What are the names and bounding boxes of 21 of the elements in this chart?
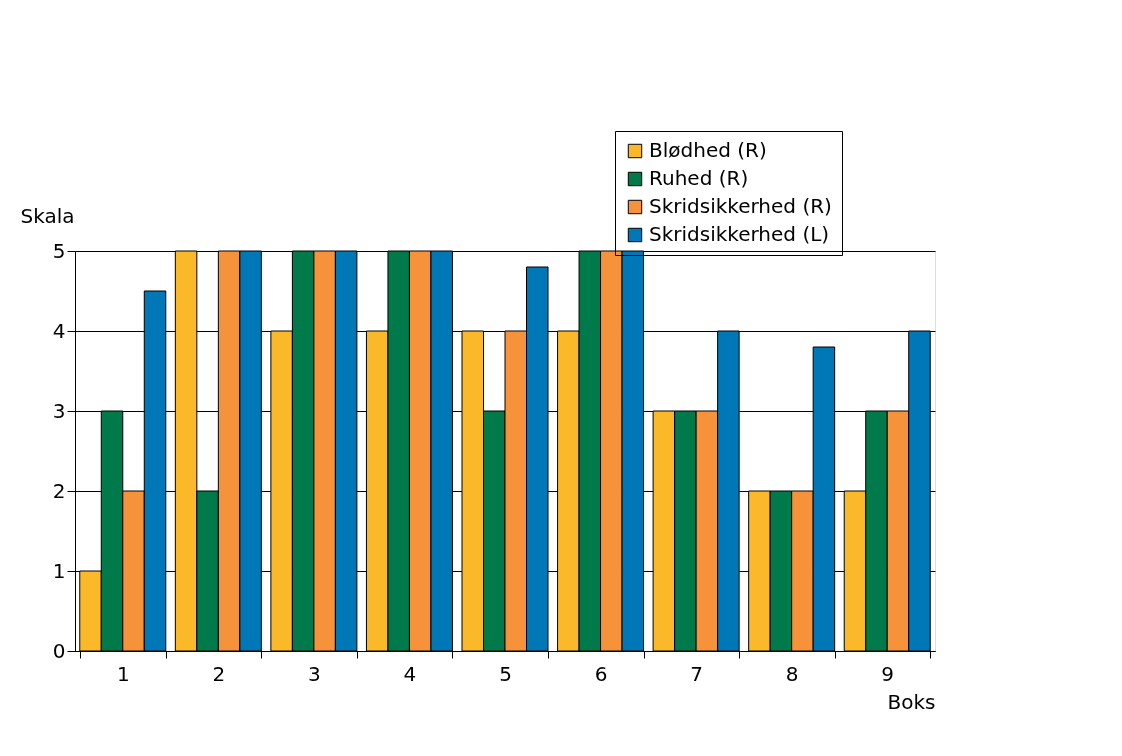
x-tick-label: 5 <box>499 661 512 686</box>
y-tick-label: 3 <box>52 398 66 423</box>
x-tick-label: 4 <box>403 661 417 686</box>
x-tick-label: 9 <box>881 661 895 686</box>
legend-label: Ruhed (R) <box>649 166 749 190</box>
y-tick-label: 4 <box>52 318 66 343</box>
y-tick-label: 2 <box>52 478 66 503</box>
y-tick-label: 5 <box>52 238 66 263</box>
y-tick-label: 1 <box>52 558 66 583</box>
x-tick-label: 2 <box>212 661 226 686</box>
x-tick-label: 7 <box>690 661 703 686</box>
x-tick-label: 6 <box>594 661 608 686</box>
x-tick-label: 1 <box>116 661 130 686</box>
x-axis-title: Boks <box>887 689 936 714</box>
legend-label: Skridsikkerhed (R) <box>649 194 832 218</box>
y-tick-label: 0 <box>52 638 66 663</box>
legend-label: Skridsikkerhed (L) <box>649 222 830 246</box>
y-axis-title: Skala <box>20 203 75 228</box>
x-tick-label: 8 <box>785 661 799 686</box>
x-tick-label: 3 <box>308 661 321 686</box>
legend-label: Blødhed (R) <box>649 138 767 162</box>
